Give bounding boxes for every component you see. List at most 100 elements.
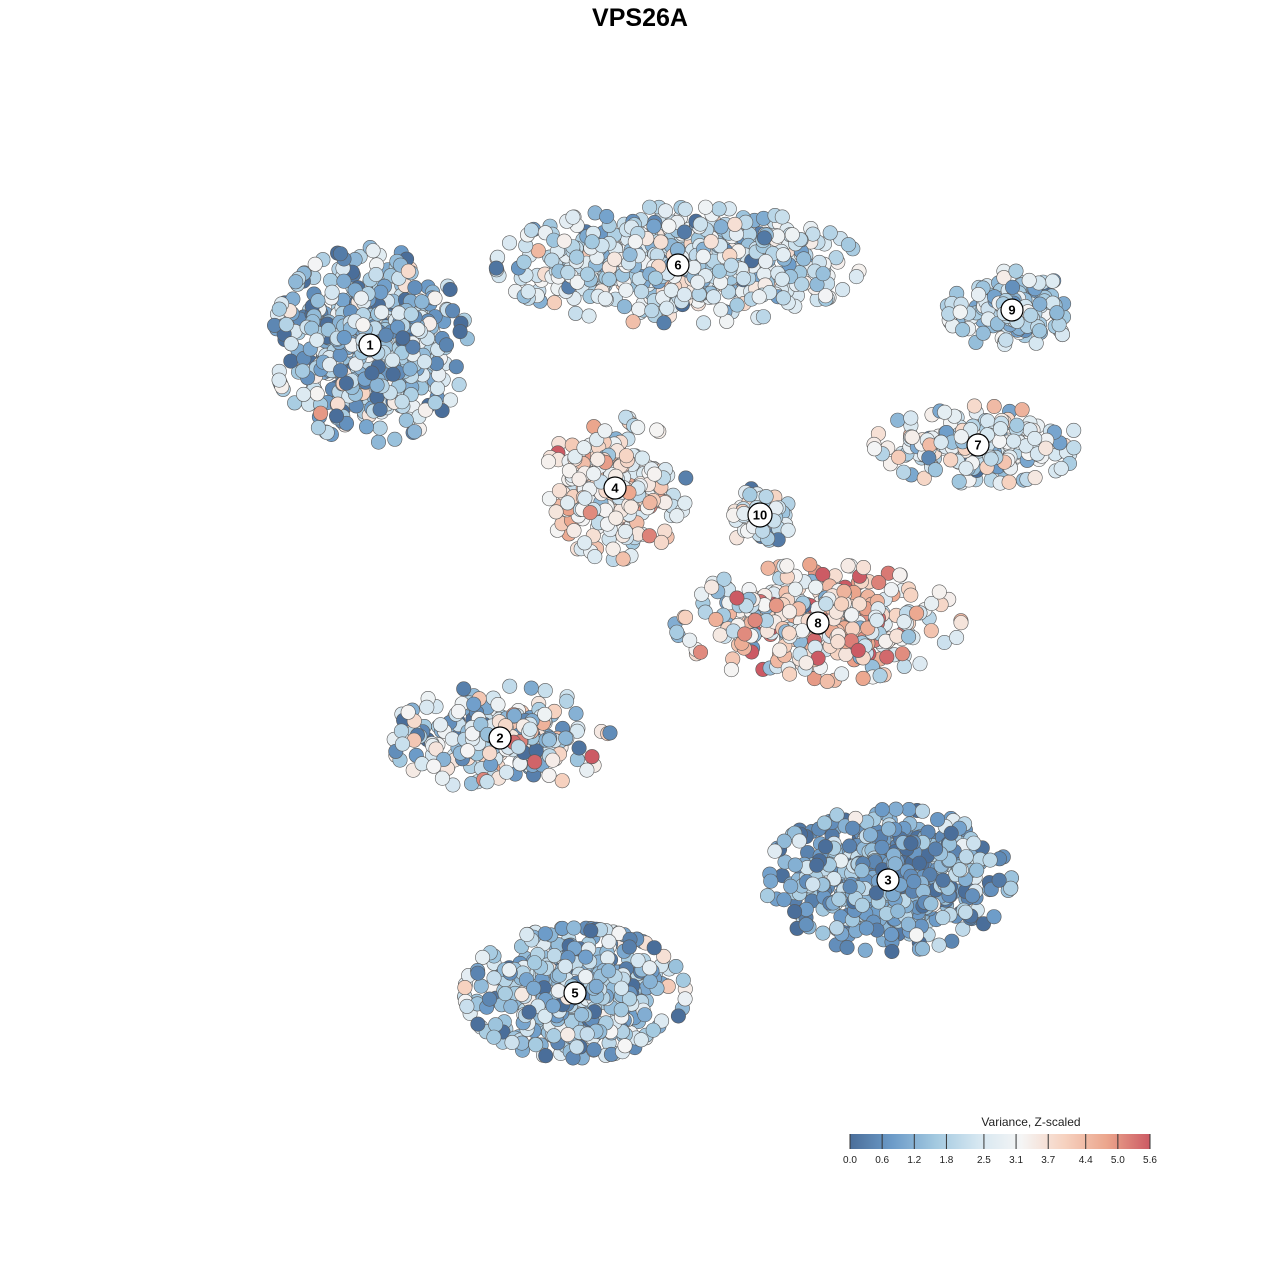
cell-point xyxy=(393,723,409,739)
cell-point xyxy=(784,227,800,243)
cell-point xyxy=(676,287,692,303)
cell-point xyxy=(776,833,792,849)
cell-point xyxy=(815,925,831,941)
cell-point xyxy=(704,579,720,595)
cell-point xyxy=(742,487,758,503)
cell-point xyxy=(711,201,727,217)
cell-point xyxy=(1008,263,1024,279)
cell-point xyxy=(888,801,904,817)
cell-point xyxy=(271,301,287,317)
cell-point xyxy=(456,681,472,697)
cell-point xyxy=(527,955,543,971)
cell-point xyxy=(410,321,426,337)
cell-point xyxy=(866,441,882,457)
cell-point xyxy=(986,909,1002,925)
cell-point xyxy=(670,1008,686,1024)
cell-point xyxy=(613,980,629,996)
cell-point xyxy=(669,508,685,524)
cell-point xyxy=(855,670,871,686)
cell-point xyxy=(896,464,912,480)
legend-tick-label: 3.7 xyxy=(1041,1155,1055,1166)
cell-point xyxy=(772,642,788,658)
cluster-label-text: 2 xyxy=(496,731,503,746)
cell-point xyxy=(653,234,669,250)
cell-point xyxy=(931,937,947,953)
cell-point xyxy=(541,767,557,783)
cell-point xyxy=(466,696,482,712)
cell-point xyxy=(646,940,662,956)
cell-point xyxy=(365,243,381,259)
legend-title: Variance, Z-scaled xyxy=(981,1115,1080,1129)
cell-point xyxy=(581,308,597,324)
cell-point xyxy=(935,910,951,926)
cell-point xyxy=(1027,470,1043,486)
cell-point xyxy=(659,300,675,316)
cell-point xyxy=(324,284,340,300)
cell-point xyxy=(310,293,326,309)
cell-point xyxy=(794,276,810,292)
cell-point xyxy=(358,419,374,435)
cell-point xyxy=(546,295,562,311)
cell-point xyxy=(1049,305,1065,321)
cell-point xyxy=(622,247,638,263)
cell-point xyxy=(723,662,739,678)
cell-point xyxy=(712,627,728,643)
cell-point xyxy=(966,398,982,414)
cell-point xyxy=(526,980,542,996)
cell-point xyxy=(642,495,658,511)
cell-point xyxy=(1014,402,1030,418)
cell-point xyxy=(579,1026,595,1042)
cell-point xyxy=(831,891,847,907)
cell-point xyxy=(969,862,985,878)
cell-point xyxy=(914,941,930,957)
cell-point xyxy=(955,921,971,937)
cell-point xyxy=(844,607,860,623)
cell-point xyxy=(372,401,388,417)
cell-point xyxy=(869,612,885,628)
legend-tick-label: 0.6 xyxy=(875,1155,889,1166)
cell-point xyxy=(426,758,442,774)
cell-point xyxy=(656,315,672,331)
cell-point xyxy=(546,1028,562,1044)
cluster-label-3: 3 xyxy=(876,868,900,892)
legend-tick-label: 5.0 xyxy=(1111,1155,1125,1166)
cell-point xyxy=(582,505,598,521)
cell-point xyxy=(1009,417,1025,433)
cell-point xyxy=(432,717,448,733)
cell-point xyxy=(328,408,344,424)
cell-point xyxy=(537,706,553,722)
cell-point xyxy=(774,209,790,225)
cell-point xyxy=(998,332,1014,348)
cell-point xyxy=(906,873,922,889)
cell-point xyxy=(737,626,753,642)
cell-point xyxy=(576,440,592,456)
cell-point xyxy=(370,434,386,450)
cell-point xyxy=(414,294,430,310)
cell-point xyxy=(601,271,617,287)
cell-point xyxy=(470,1016,486,1032)
cluster-label-8: 8 xyxy=(806,611,830,635)
cell-point xyxy=(836,583,852,599)
cell-point xyxy=(503,999,519,1015)
cell-point xyxy=(911,855,927,871)
cell-point xyxy=(278,316,294,332)
cell-point xyxy=(931,584,947,600)
cell-point xyxy=(1006,433,1022,449)
cell-point xyxy=(571,471,587,487)
cell-point xyxy=(627,234,643,250)
cell-point xyxy=(584,234,600,250)
cell-point xyxy=(617,1038,633,1054)
cell-point xyxy=(914,803,930,819)
cell-point xyxy=(822,225,838,241)
cell-point xyxy=(597,291,613,307)
cell-point xyxy=(774,271,790,287)
cell-point xyxy=(692,216,708,232)
cell-point xyxy=(568,305,584,321)
cell-point xyxy=(982,852,998,868)
cell-point xyxy=(802,557,818,573)
cell-point xyxy=(952,304,968,320)
cell-point xyxy=(402,361,418,377)
cell-point xyxy=(669,624,685,640)
cell-point xyxy=(601,963,617,979)
cell-point xyxy=(901,801,917,817)
